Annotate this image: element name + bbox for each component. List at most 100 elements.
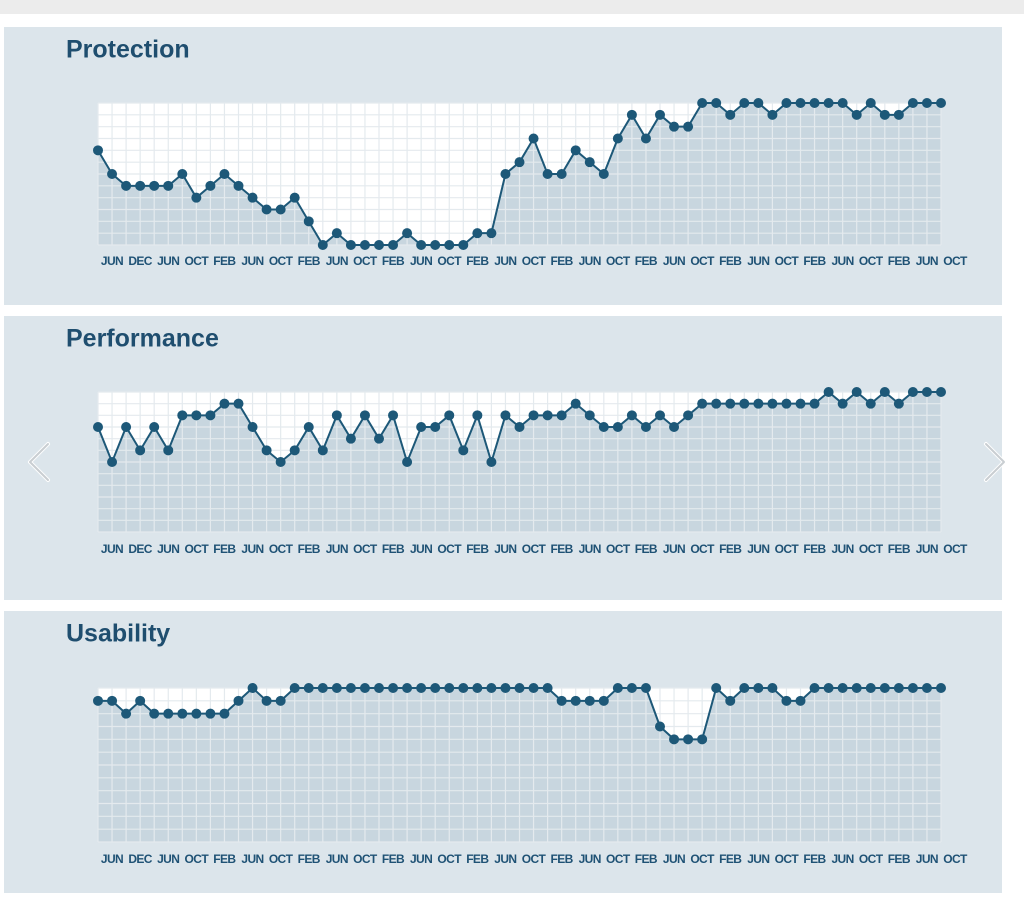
data-point xyxy=(359,240,370,250)
data-point xyxy=(219,708,230,719)
data-point xyxy=(135,180,146,191)
x-tick-label: JUN xyxy=(494,542,516,556)
data-point xyxy=(921,387,932,397)
data-point xyxy=(135,695,146,706)
data-point xyxy=(374,683,384,693)
x-tick-label: FEB xyxy=(382,542,405,556)
data-point xyxy=(697,98,708,108)
data-point xyxy=(893,398,904,409)
data-point xyxy=(388,240,399,250)
data-point xyxy=(598,169,609,179)
x-tick-label: JUN xyxy=(101,852,123,866)
x-tick-label: JUN xyxy=(663,852,685,866)
data-point xyxy=(711,683,722,693)
data-point xyxy=(921,683,932,693)
x-tick-label: FEB xyxy=(213,254,236,268)
x-tick-label: FEB xyxy=(550,542,573,556)
data-point xyxy=(767,109,778,120)
data-point xyxy=(374,240,384,250)
data-point xyxy=(458,240,469,250)
x-tick-label: OCT xyxy=(606,542,631,556)
data-point xyxy=(416,240,427,250)
data-point xyxy=(809,98,820,108)
data-point xyxy=(233,180,244,191)
data-point xyxy=(612,133,623,144)
data-point xyxy=(655,410,665,421)
data-point xyxy=(191,410,202,421)
data-point xyxy=(261,695,272,706)
x-tick-label: JUN xyxy=(747,254,769,268)
data-point xyxy=(233,695,244,706)
data-point xyxy=(331,228,342,239)
data-point xyxy=(907,683,918,693)
data-point xyxy=(163,708,174,719)
chart-title: Usability xyxy=(66,620,170,648)
data-point xyxy=(486,228,497,239)
data-point xyxy=(936,683,946,693)
x-tick-label: FEB xyxy=(213,542,236,556)
data-point xyxy=(739,98,750,108)
x-tick-label: OCT xyxy=(185,542,210,556)
data-point xyxy=(514,157,525,168)
data-point xyxy=(697,398,708,409)
data-point xyxy=(135,445,146,456)
data-point xyxy=(303,683,314,693)
data-point xyxy=(191,708,202,719)
x-tick-label: OCT xyxy=(269,254,294,268)
data-point xyxy=(865,398,876,409)
x-tick-label: OCT xyxy=(353,542,378,556)
data-point xyxy=(584,695,595,706)
data-point xyxy=(711,398,722,409)
x-tick-label: OCT xyxy=(522,852,547,866)
data-point xyxy=(416,683,427,693)
data-point xyxy=(879,683,890,693)
data-point xyxy=(121,708,132,719)
data-point xyxy=(767,398,778,409)
data-point xyxy=(893,683,904,693)
data-point xyxy=(514,422,525,432)
data-point xyxy=(739,398,750,409)
data-point xyxy=(936,387,946,397)
data-point xyxy=(570,695,581,706)
data-point xyxy=(500,410,511,421)
x-tick-label: OCT xyxy=(943,254,968,268)
data-point xyxy=(444,410,455,421)
x-tick-label: JUN xyxy=(326,254,348,268)
data-point xyxy=(893,109,904,120)
data-point xyxy=(500,169,511,179)
data-point xyxy=(317,445,328,456)
x-tick-label: JUN xyxy=(326,852,348,866)
data-point xyxy=(669,734,680,745)
x-tick-label: JUN xyxy=(241,542,263,556)
data-point xyxy=(725,109,736,120)
data-point xyxy=(612,422,623,432)
x-tick-label: OCT xyxy=(353,852,378,866)
x-tick-label: JUN xyxy=(241,254,263,268)
data-point xyxy=(879,109,890,120)
x-tick-label: OCT xyxy=(269,852,294,866)
x-tick-label: JUN xyxy=(241,852,263,866)
x-tick-label: OCT xyxy=(606,852,631,866)
data-point xyxy=(669,121,680,132)
data-point xyxy=(219,398,230,409)
data-point xyxy=(486,683,497,693)
x-tick-label: JUN xyxy=(101,542,123,556)
data-point xyxy=(739,683,750,693)
x-tick-label: OCT xyxy=(437,254,462,268)
data-point xyxy=(767,683,778,693)
data-point xyxy=(345,240,356,250)
x-tick-label: FEB xyxy=(298,542,321,556)
data-point xyxy=(725,695,736,706)
data-point xyxy=(823,387,834,397)
data-point xyxy=(584,410,595,421)
data-point xyxy=(430,683,441,693)
data-point xyxy=(345,433,356,444)
x-tick-label: JUN xyxy=(916,254,938,268)
data-point xyxy=(823,98,834,108)
data-point xyxy=(163,180,174,191)
data-point xyxy=(359,410,370,421)
data-point xyxy=(149,180,160,191)
x-tick-label: OCT xyxy=(606,254,631,268)
x-tick-label: OCT xyxy=(353,254,378,268)
x-tick-label: FEB xyxy=(466,254,489,268)
